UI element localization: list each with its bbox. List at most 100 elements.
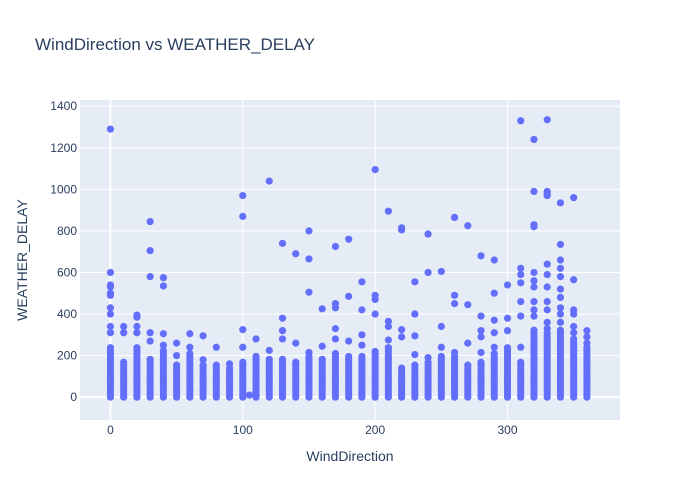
y-tick-label: 1200 xyxy=(50,141,77,155)
y-tick-label: 1000 xyxy=(50,182,77,196)
data-point xyxy=(371,166,379,174)
data-point xyxy=(411,310,419,318)
data-point xyxy=(556,256,565,264)
data-point xyxy=(583,339,591,347)
data-point xyxy=(530,297,538,306)
data-point xyxy=(146,329,154,337)
data-point xyxy=(517,312,525,320)
data-point xyxy=(186,330,194,338)
data-point xyxy=(225,360,234,368)
data-point xyxy=(146,337,154,345)
data-point xyxy=(450,213,459,222)
data-point xyxy=(477,312,485,320)
data-point xyxy=(133,313,141,321)
data-point xyxy=(186,343,194,351)
data-point xyxy=(106,125,115,133)
data-point xyxy=(517,270,525,279)
data-point xyxy=(305,227,313,235)
data-point xyxy=(570,276,578,284)
y-tick-label: 200 xyxy=(57,349,77,363)
data-point xyxy=(477,252,485,260)
data-point xyxy=(464,222,472,230)
data-point xyxy=(530,326,538,334)
data-point xyxy=(133,344,141,352)
data-point xyxy=(120,358,128,366)
data-point xyxy=(543,270,551,279)
data-point xyxy=(556,285,565,293)
data-point xyxy=(120,329,128,337)
data-point xyxy=(245,391,254,399)
data-point xyxy=(239,212,247,220)
tick-labels: 0 200 400 600 800 1000 1200 1400 0 100 200 300 xyxy=(50,99,518,437)
data-point xyxy=(556,273,565,281)
data-point xyxy=(477,333,485,341)
data-point xyxy=(186,349,194,358)
data-point xyxy=(331,304,340,312)
data-point xyxy=(530,187,538,196)
data-point xyxy=(133,329,141,337)
data-point xyxy=(503,314,512,322)
data-point xyxy=(570,329,578,337)
data-point xyxy=(133,322,141,331)
data-point xyxy=(490,349,498,358)
data-point xyxy=(358,352,366,361)
data-point xyxy=(345,292,353,300)
data-point xyxy=(517,264,525,272)
data-point xyxy=(543,306,551,314)
data-point xyxy=(570,322,578,331)
y-axis-title: WEATHER_DELAY xyxy=(14,199,30,321)
data-point xyxy=(530,223,538,231)
y-tick-label: 800 xyxy=(57,224,77,238)
data-point xyxy=(424,230,432,238)
data-point xyxy=(543,191,551,200)
data-point xyxy=(173,351,181,360)
data-point xyxy=(358,331,366,339)
data-point xyxy=(543,283,551,291)
data-point xyxy=(450,348,459,357)
data-point xyxy=(278,335,287,343)
data-point xyxy=(398,226,406,234)
data-point xyxy=(543,297,551,306)
data-point xyxy=(358,341,366,349)
data-point xyxy=(530,306,538,314)
data-point xyxy=(384,317,392,325)
data-point xyxy=(265,346,273,354)
data-point xyxy=(252,335,260,343)
data-point xyxy=(477,327,485,335)
data-point xyxy=(543,260,551,268)
data-point xyxy=(556,310,565,318)
data-point xyxy=(556,240,565,249)
data-point xyxy=(384,322,392,331)
data-point xyxy=(212,361,220,369)
data-point xyxy=(345,235,353,243)
data-point xyxy=(530,268,538,277)
data-point xyxy=(437,343,445,351)
data-point xyxy=(278,327,287,335)
data-point xyxy=(358,306,366,314)
data-point xyxy=(239,358,247,366)
data-point xyxy=(173,339,181,347)
data-point xyxy=(570,335,578,343)
data-point xyxy=(252,391,260,399)
data-point xyxy=(278,239,287,247)
data-point xyxy=(477,348,485,357)
data-point xyxy=(159,330,167,338)
data-point xyxy=(517,117,525,125)
data-point xyxy=(159,274,167,282)
data-point xyxy=(543,116,551,124)
data-point xyxy=(278,355,287,363)
data-point xyxy=(173,361,181,369)
data-point xyxy=(384,344,392,352)
data-point xyxy=(543,324,551,333)
data-point xyxy=(292,358,300,366)
y-tick-label: 0 xyxy=(70,390,77,404)
data-point xyxy=(305,255,313,263)
data-point xyxy=(199,361,207,369)
data-point xyxy=(345,337,353,345)
data-point xyxy=(490,329,498,337)
data-point xyxy=(239,343,247,351)
data-point xyxy=(411,361,419,369)
data-point xyxy=(556,304,565,312)
data-point xyxy=(490,256,498,264)
